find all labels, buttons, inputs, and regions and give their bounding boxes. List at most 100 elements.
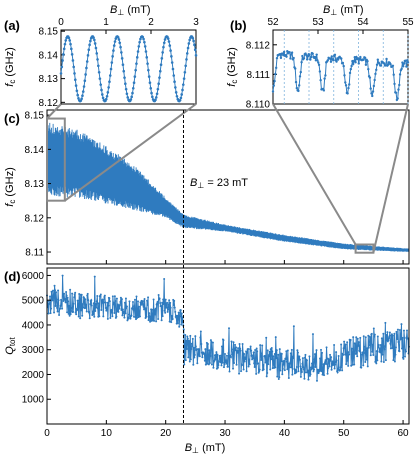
data-point bbox=[280, 360, 283, 363]
data-point bbox=[244, 356, 247, 359]
data-point bbox=[75, 89, 79, 93]
data-point bbox=[155, 320, 158, 323]
data-point bbox=[369, 336, 372, 339]
data-point bbox=[47, 300, 50, 303]
data-point bbox=[193, 43, 196, 47]
data-point bbox=[376, 359, 379, 362]
data-point bbox=[259, 344, 262, 347]
data-point bbox=[95, 306, 98, 309]
data-point bbox=[380, 360, 383, 363]
data-point bbox=[53, 284, 56, 287]
data-point bbox=[88, 317, 91, 320]
data-point bbox=[61, 307, 64, 310]
data-point bbox=[239, 349, 242, 352]
data-point bbox=[58, 313, 61, 316]
data-point bbox=[112, 303, 115, 306]
data-point bbox=[204, 363, 207, 366]
data-point bbox=[232, 367, 235, 370]
data-point bbox=[119, 296, 122, 299]
data-point bbox=[406, 61, 410, 64]
data-point bbox=[313, 55, 317, 59]
data-point bbox=[272, 355, 275, 358]
data-point bbox=[187, 42, 191, 45]
data-point bbox=[372, 354, 375, 357]
data-point bbox=[131, 301, 134, 304]
data-point bbox=[361, 352, 364, 355]
zoom-connector-a bbox=[46, 103, 62, 120]
data-point bbox=[405, 65, 408, 68]
data-point bbox=[56, 306, 59, 309]
panel-a-x-label-unit: (mT) bbox=[124, 4, 150, 16]
data-point bbox=[63, 292, 66, 295]
data-point bbox=[129, 317, 132, 320]
x-tick-label: 1 bbox=[103, 17, 109, 28]
data-point bbox=[125, 305, 128, 308]
data-point bbox=[76, 299, 79, 302]
data-point bbox=[371, 94, 374, 98]
data-point bbox=[272, 363, 275, 366]
data-point bbox=[182, 77, 186, 80]
data-point bbox=[103, 294, 106, 297]
data-point bbox=[333, 53, 337, 57]
data-point bbox=[54, 289, 57, 292]
data-point bbox=[369, 87, 372, 90]
data-point bbox=[247, 365, 250, 368]
panel-b-y-label-unit: (GHz) bbox=[226, 47, 238, 79]
data-point bbox=[161, 315, 164, 318]
data-point bbox=[64, 297, 67, 300]
data-point bbox=[154, 98, 157, 102]
panel-d-x-label-unit: (mT) bbox=[199, 442, 225, 454]
data-point bbox=[99, 293, 102, 296]
data-point bbox=[199, 330, 202, 333]
panel-b-frame bbox=[272, 29, 409, 105]
data-point bbox=[281, 373, 284, 376]
data-point bbox=[190, 342, 193, 345]
data-point bbox=[198, 355, 201, 358]
data-point bbox=[282, 50, 286, 54]
data-point bbox=[82, 85, 86, 88]
data-point bbox=[400, 347, 403, 350]
data-point bbox=[132, 308, 135, 311]
data-point bbox=[118, 303, 121, 306]
data-point bbox=[305, 58, 309, 61]
data-point bbox=[275, 357, 278, 360]
data-point bbox=[57, 299, 60, 302]
panel-c-series bbox=[46, 122, 410, 252]
data-point bbox=[373, 335, 376, 338]
data-point bbox=[375, 362, 378, 365]
data-point bbox=[406, 59, 409, 62]
data-point bbox=[194, 345, 197, 348]
data-point bbox=[276, 375, 279, 378]
data-point bbox=[191, 337, 194, 340]
data-point bbox=[166, 310, 169, 313]
data-point bbox=[177, 311, 180, 314]
data-point bbox=[398, 83, 401, 87]
data-point bbox=[169, 301, 172, 304]
data-point bbox=[211, 351, 214, 354]
data-point bbox=[84, 73, 87, 76]
data-point bbox=[327, 367, 330, 370]
data-point bbox=[304, 371, 307, 374]
data-point bbox=[270, 346, 273, 349]
data-point bbox=[347, 351, 350, 354]
data-point bbox=[302, 366, 305, 369]
data-point bbox=[107, 86, 110, 89]
data-point bbox=[170, 55, 173, 58]
data-point bbox=[315, 379, 318, 382]
data-point bbox=[323, 374, 326, 377]
data-point bbox=[77, 303, 80, 306]
panel-b-x-label-main: B bbox=[323, 4, 330, 16]
data-point bbox=[59, 304, 62, 307]
data-point bbox=[368, 76, 372, 79]
data-point bbox=[315, 349, 318, 352]
data-point bbox=[317, 63, 321, 67]
data-point bbox=[74, 311, 77, 314]
data-point bbox=[310, 362, 313, 365]
data-point bbox=[329, 353, 332, 356]
data-point bbox=[278, 376, 281, 379]
data-point bbox=[363, 56, 367, 60]
data-point bbox=[245, 370, 248, 373]
data-point bbox=[174, 91, 178, 94]
y-tick-label: 8.14 bbox=[39, 50, 59, 61]
